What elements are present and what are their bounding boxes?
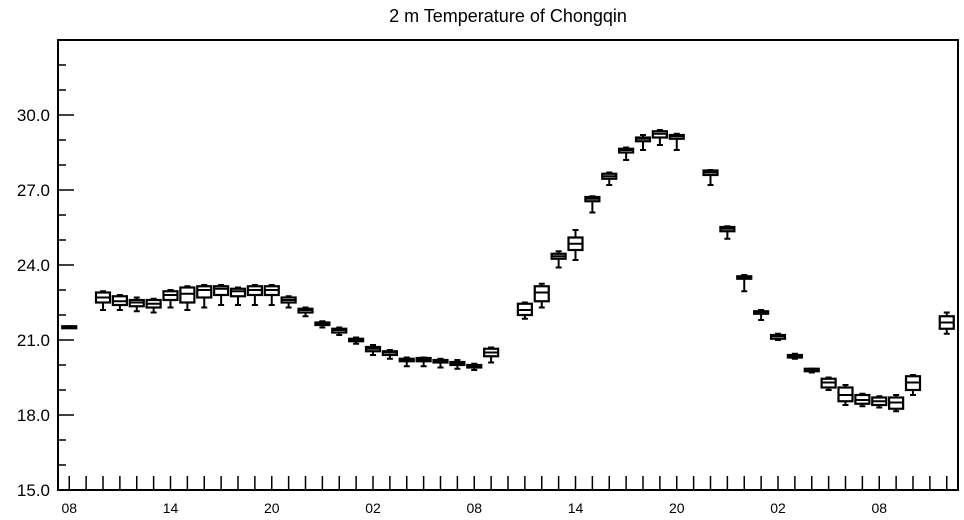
box <box>128 296 145 313</box>
plot-area-frame <box>57 39 959 491</box>
box <box>803 367 820 374</box>
box <box>398 356 415 368</box>
box <box>61 325 78 330</box>
box <box>854 392 871 408</box>
box <box>820 376 837 391</box>
y-tick-label: 18.0 <box>17 406 50 425</box>
box <box>719 225 736 240</box>
x-tick-label: 20 <box>669 500 685 516</box>
box <box>94 290 112 311</box>
box <box>786 352 803 360</box>
box <box>888 394 905 413</box>
box <box>314 320 331 329</box>
box-iqr <box>213 285 230 297</box>
box <box>938 311 955 335</box>
box <box>550 250 567 269</box>
box <box>111 294 128 311</box>
y-tick-label: 15.0 <box>17 481 50 500</box>
box <box>533 282 550 309</box>
x-tick-label: 02 <box>770 500 786 516</box>
x-tick-label: 08 <box>61 500 77 516</box>
box <box>702 169 719 186</box>
box <box>769 332 787 341</box>
box-iqr <box>229 287 247 298</box>
box <box>229 286 247 306</box>
box <box>601 171 618 186</box>
x-tick-label: 14 <box>568 500 584 516</box>
box <box>297 306 314 318</box>
box <box>162 289 179 309</box>
box <box>263 284 280 306</box>
x-tick-label: 20 <box>264 500 280 516</box>
box <box>348 336 365 345</box>
box <box>179 285 196 311</box>
box <box>567 229 584 261</box>
box <box>415 356 432 368</box>
box <box>449 359 466 370</box>
box <box>331 326 348 336</box>
x-tick-label: 14 <box>163 500 179 516</box>
x-tick-label: 02 <box>365 500 381 516</box>
box <box>280 295 297 309</box>
y-tick-label: 30.0 <box>17 106 50 125</box>
y-axis: 15.0 18.0 21.0 24.0 27.0 30.0 <box>17 39 74 500</box>
box <box>736 274 753 293</box>
box <box>145 297 162 314</box>
box <box>483 346 500 364</box>
box <box>668 132 685 151</box>
box-series <box>61 129 955 413</box>
box <box>618 146 635 161</box>
box <box>381 349 398 360</box>
box <box>246 284 263 306</box>
box-iqr <box>196 285 213 299</box>
box <box>196 284 213 309</box>
box-iqr <box>179 286 196 304</box>
box-iqr <box>533 285 550 303</box>
box <box>871 395 888 409</box>
box <box>466 362 483 371</box>
box <box>584 195 601 214</box>
chart-title: 2 m Temperature of Chongqin <box>389 6 627 26</box>
x-tick-label: 08 <box>871 500 887 516</box>
box <box>516 301 533 320</box>
y-tick-label: 27.0 <box>17 181 50 200</box>
box <box>432 357 449 369</box>
box <box>213 284 230 306</box>
box <box>837 384 854 406</box>
box <box>904 374 922 396</box>
box <box>634 134 652 151</box>
x-tick-label: 08 <box>466 500 482 516</box>
box <box>364 344 382 356</box>
box <box>753 309 770 321</box>
y-tick-label: 24.0 <box>17 256 50 275</box>
y-tick-label: 21.0 <box>17 331 50 350</box>
box <box>651 129 668 146</box>
x-axis: 08 14 20 02 08 14 20 02 08 <box>61 476 948 516</box>
